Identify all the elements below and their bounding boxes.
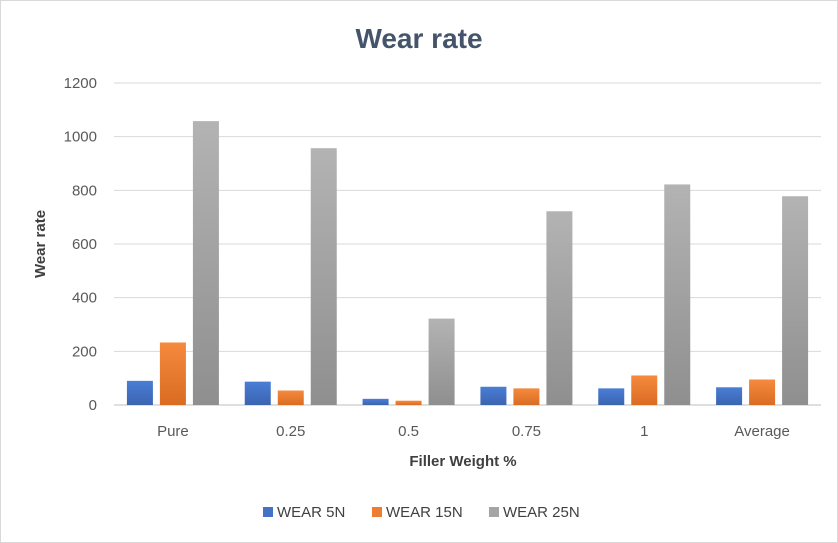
bar-wear-5n-1 [244,381,271,405]
x-axis-title: Filler Weight % [409,453,516,470]
bar-wear-25n-1 [310,148,337,405]
bar-wear-5n-4 [598,388,625,405]
y-tick-label: 1200 [64,75,97,92]
legend: WEAR 5N WEAR 15N WEAR 25N [263,504,580,521]
bars [126,121,809,405]
legend-label: WEAR 5N [277,504,345,521]
y-axis-ticks: 0 200 400 600 800 1000 1200 [64,75,97,414]
bar-wear-25n-0 [192,121,219,405]
bar-wear-25n-5 [782,196,809,405]
y-tick-label: 600 [72,236,97,253]
bar-wear-25n-2 [428,318,455,405]
x-tick-label: 0.25 [276,423,305,440]
bar-wear-5n-3 [480,386,507,405]
y-tick-label: 200 [72,343,97,360]
bar-wear-5n-5 [716,387,743,405]
legend-swatch [372,507,382,517]
bar-wear-25n-4 [664,184,691,405]
bar-wear-15n-5 [749,379,776,405]
bar-wear-25n-3 [546,211,573,405]
legend-label: WEAR 15N [386,504,463,521]
x-tick-label: 1 [640,423,648,440]
y-tick-label: 0 [89,397,97,414]
chart-title: Wear rate [355,23,482,54]
legend-swatch [489,507,499,517]
x-tick-label: Average [734,423,790,440]
bar-wear-5n-2 [362,398,389,405]
bar-wear-15n-1 [277,390,304,405]
x-tick-label: 0.5 [398,423,419,440]
legend-swatch [263,507,273,517]
y-tick-label: 400 [72,290,97,307]
bar-wear-15n-2 [395,400,422,405]
gridlines [114,82,821,406]
bar-wear-15n-4 [631,375,658,405]
x-axis-ticks: Pure 0.25 0.5 0.75 1 Average [157,423,790,440]
bar-wear-5n-0 [126,380,153,405]
y-tick-label: 1000 [64,129,97,146]
legend-label: WEAR 25N [503,504,580,521]
x-tick-label: 0.75 [512,423,541,440]
y-tick-label: 800 [72,182,97,199]
bar-wear-15n-3 [513,388,540,405]
bar-wear-15n-0 [159,342,186,405]
y-axis-title: Wear rate [32,210,49,278]
x-tick-label: Pure [157,423,189,440]
